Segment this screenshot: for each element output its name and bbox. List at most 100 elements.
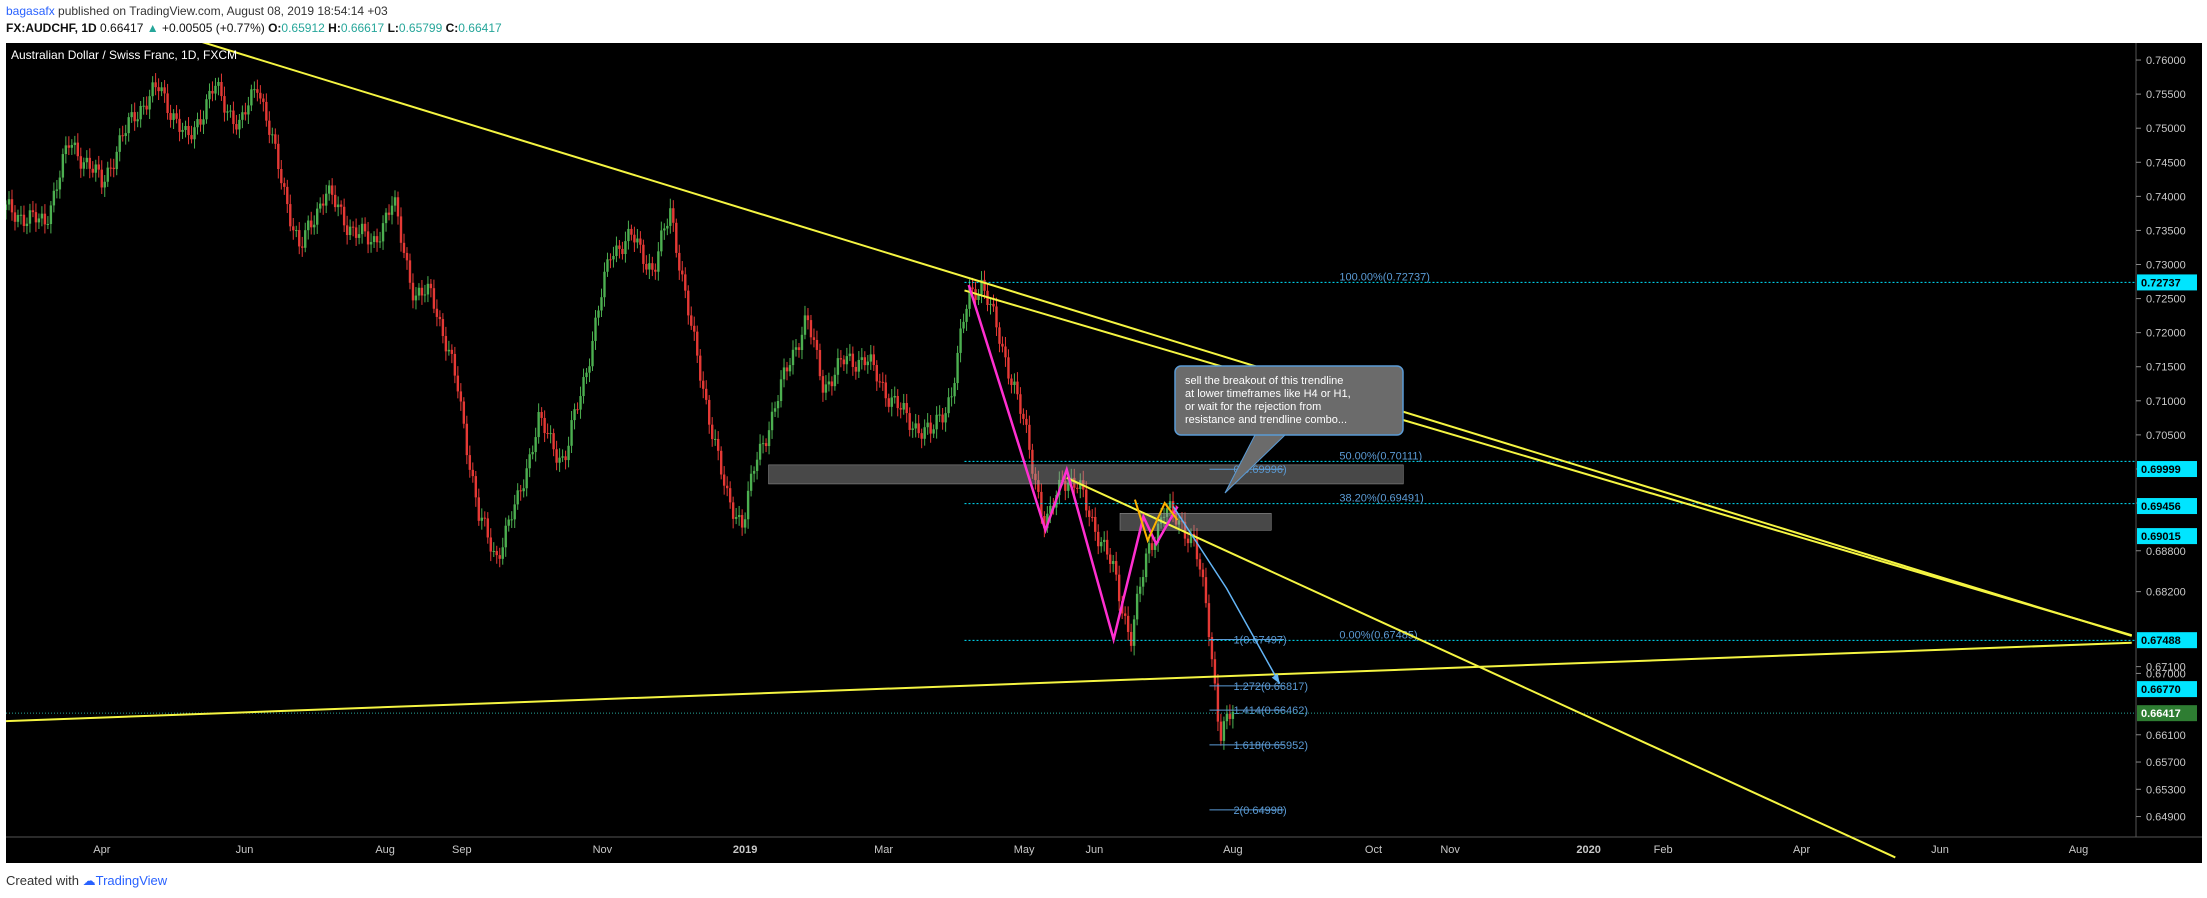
candle-body bbox=[884, 382, 887, 399]
tradingview-logo-icon[interactable]: ☁ bbox=[82, 873, 96, 888]
candle-body bbox=[1150, 543, 1154, 550]
price-label-text: 0.66770 bbox=[2141, 684, 2181, 696]
candle-body bbox=[705, 388, 708, 400]
candle-body bbox=[657, 251, 660, 272]
candle-body bbox=[52, 190, 56, 206]
candle-body bbox=[731, 502, 735, 519]
candle-body bbox=[1117, 574, 1121, 602]
candle-body bbox=[130, 112, 133, 118]
candle-body bbox=[154, 82, 157, 88]
candle-body bbox=[333, 194, 337, 208]
candle-body bbox=[480, 517, 483, 521]
candle-body bbox=[73, 142, 77, 146]
candle-body bbox=[968, 287, 971, 309]
footer: Created with ☁TradingView bbox=[6, 873, 167, 889]
candle-body bbox=[944, 413, 947, 423]
candle-body bbox=[564, 456, 567, 461]
candle-body bbox=[88, 157, 91, 169]
candle-body bbox=[693, 325, 696, 332]
y-tick-label: 0.65300 bbox=[2146, 784, 2186, 796]
candle-body bbox=[552, 433, 555, 450]
candle-body bbox=[824, 384, 828, 393]
candle-body bbox=[205, 99, 208, 120]
candle-body bbox=[570, 420, 573, 446]
candle-body bbox=[1126, 615, 1130, 632]
candle-body bbox=[516, 490, 519, 505]
candle-body bbox=[432, 288, 436, 309]
ohlc-bar: FX:AUDCHF, 1D 0.66417 ▲ +0.00505 (+0.77%… bbox=[6, 21, 502, 35]
candle-body bbox=[316, 208, 319, 225]
candle-body bbox=[537, 412, 540, 438]
candle-body bbox=[450, 349, 454, 354]
candle-body bbox=[82, 162, 86, 169]
candle-body bbox=[1219, 721, 1223, 741]
callout-line: resistance and trendline combo... bbox=[1185, 414, 1347, 426]
candle-body bbox=[636, 238, 639, 243]
candle-body bbox=[1034, 473, 1037, 481]
candle-body bbox=[872, 354, 875, 366]
candle-body bbox=[1025, 418, 1028, 425]
candle-body bbox=[711, 424, 714, 440]
y-tick-label: 0.71000 bbox=[2146, 396, 2186, 408]
candle-body bbox=[687, 290, 690, 316]
x-tick-label: Nov bbox=[593, 844, 613, 856]
candle-body bbox=[13, 212, 17, 222]
candle-body bbox=[758, 443, 762, 460]
candle-body bbox=[330, 185, 334, 195]
candle-body bbox=[313, 224, 316, 228]
candle-body bbox=[175, 113, 178, 119]
fib-extension-label: 1.414(0.66462) bbox=[1233, 705, 1308, 717]
candle-body bbox=[642, 244, 645, 264]
y-tick-label: 0.68800 bbox=[2146, 546, 2186, 558]
callout-box bbox=[1174, 365, 1404, 436]
candle-body bbox=[438, 316, 442, 320]
candle-body bbox=[651, 263, 654, 270]
candle-body bbox=[202, 119, 205, 125]
candle-body bbox=[1111, 561, 1115, 564]
candle-body bbox=[1076, 487, 1079, 490]
candle-body bbox=[274, 134, 277, 144]
candle-body bbox=[1105, 539, 1109, 555]
candle-body bbox=[247, 105, 250, 115]
candle-body bbox=[1201, 569, 1205, 578]
candle-body bbox=[519, 490, 522, 492]
candle-body bbox=[917, 423, 920, 434]
candle-body bbox=[995, 306, 998, 328]
candle-body bbox=[244, 112, 247, 115]
candle-body bbox=[283, 183, 286, 187]
candle-body bbox=[851, 353, 855, 367]
price-chart[interactable]: 0.76000 0.75500 0.75000 0.74500 0.74000 0.735… bbox=[6, 43, 2202, 863]
candle-body bbox=[1195, 537, 1199, 560]
candle-body bbox=[776, 401, 780, 409]
candle-body bbox=[600, 297, 603, 311]
candle-body bbox=[139, 105, 142, 120]
candle-body bbox=[501, 547, 504, 559]
footer-brand[interactable]: TradingView bbox=[95, 873, 168, 888]
y-tick-label: 0.68200 bbox=[2146, 587, 2186, 599]
candle-body bbox=[764, 443, 768, 447]
candle-body bbox=[959, 328, 962, 353]
candle-body bbox=[606, 259, 609, 272]
candle-body bbox=[648, 263, 651, 270]
candle-body bbox=[965, 308, 968, 322]
candle-body bbox=[265, 101, 268, 121]
candle-body bbox=[699, 355, 702, 381]
candle-body bbox=[363, 223, 367, 232]
candle-body bbox=[310, 220, 313, 228]
candle-body bbox=[229, 110, 232, 112]
y-tick-label: 0.64900 bbox=[2146, 812, 2186, 824]
candle-body bbox=[779, 379, 783, 402]
x-tick-label: Jun bbox=[236, 844, 254, 856]
projection-arrow bbox=[1172, 506, 1281, 685]
candle-body bbox=[289, 204, 292, 227]
candle-body bbox=[1043, 516, 1046, 529]
author-link[interactable]: bagasafx bbox=[6, 4, 55, 18]
candle-body bbox=[597, 310, 600, 318]
resistance-zone bbox=[768, 464, 1404, 485]
candle-body bbox=[339, 204, 343, 207]
candle-body bbox=[408, 260, 412, 283]
candle-body bbox=[163, 87, 166, 94]
candle-body bbox=[238, 119, 241, 130]
candle-body bbox=[429, 283, 433, 289]
candle-body bbox=[821, 376, 825, 393]
